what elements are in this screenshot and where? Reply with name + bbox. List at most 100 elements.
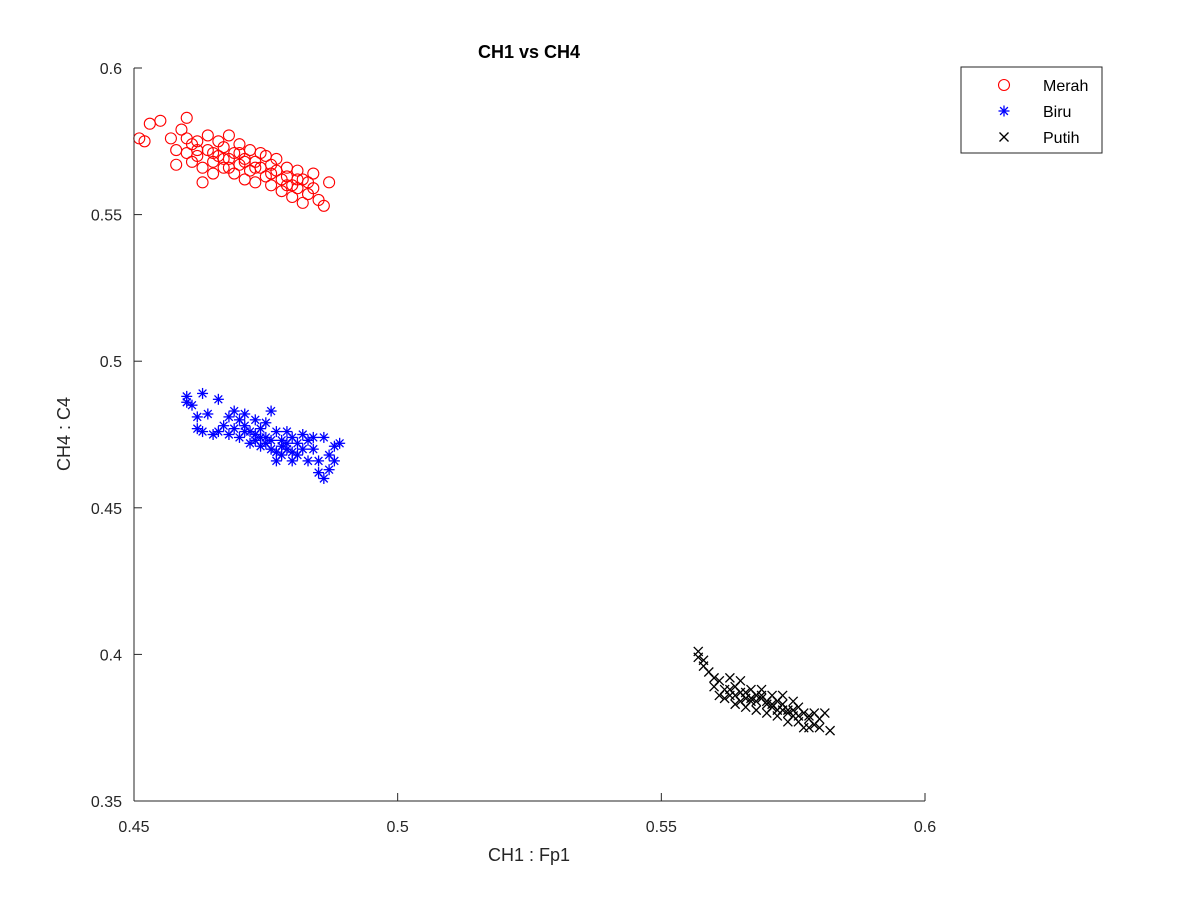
data-point xyxy=(793,711,804,721)
data-point xyxy=(249,434,261,446)
data-point xyxy=(217,152,230,165)
data-point xyxy=(307,182,320,195)
data-point xyxy=(307,443,319,455)
data-point xyxy=(270,446,282,458)
data-point xyxy=(313,455,325,467)
y-tick-label: 0.5 xyxy=(100,354,122,371)
data-point xyxy=(191,423,203,435)
data-point xyxy=(735,696,746,707)
legend-label-merah: Merah xyxy=(1043,78,1088,95)
data-point xyxy=(191,411,203,423)
x-tick-label: 0.5 xyxy=(387,819,409,836)
x-tick-label: 0.6 xyxy=(914,819,936,836)
data-point xyxy=(693,652,704,663)
data-point xyxy=(222,129,235,142)
data-point xyxy=(217,161,230,174)
data-point xyxy=(218,420,230,432)
data-point xyxy=(186,399,198,411)
x-axis-ticks: 0.45 0.5 0.55 0.6 xyxy=(118,793,936,836)
legend-label-putih: Putih xyxy=(1043,130,1079,147)
series-merah xyxy=(133,111,336,212)
data-point xyxy=(270,152,283,165)
data-point xyxy=(270,426,282,438)
data-point xyxy=(323,176,336,189)
data-point xyxy=(746,693,756,704)
data-point xyxy=(724,684,735,695)
data-point xyxy=(735,675,746,686)
data-point xyxy=(281,437,293,449)
legend-symbol xyxy=(998,105,1010,117)
legend-marker-circle xyxy=(997,78,1011,92)
data-point xyxy=(286,446,298,458)
legend-marker-asterisk xyxy=(998,105,1010,117)
data-point xyxy=(249,414,261,426)
data-point xyxy=(197,426,209,438)
data-point xyxy=(317,199,330,212)
data-point xyxy=(265,167,278,180)
data-point xyxy=(170,158,183,171)
data-point xyxy=(175,123,188,136)
legend-symbol xyxy=(997,78,1011,92)
data-point xyxy=(212,426,224,438)
data-point xyxy=(777,690,788,701)
legend: Merah Biru Putih xyxy=(960,66,1103,154)
data-point xyxy=(819,708,830,718)
data-point xyxy=(804,711,814,721)
data-point xyxy=(164,132,177,145)
data-point xyxy=(291,173,304,186)
data-point xyxy=(228,405,240,417)
series-putih xyxy=(693,646,836,736)
data-point xyxy=(154,114,167,127)
data-point xyxy=(197,387,209,399)
data-point xyxy=(238,155,251,168)
legend-label-biru: Biru xyxy=(1043,104,1071,121)
y-tick-label: 0.6 xyxy=(100,61,122,78)
data-point xyxy=(719,693,730,704)
data-point xyxy=(809,719,820,730)
plot-area: 0.45 0.5 0.55 0.6 0.35 0.4 0.45 0.5 0.55 0.6 xyxy=(91,61,936,836)
data-point xyxy=(730,699,741,710)
data-markers xyxy=(133,111,836,736)
y-tick-label: 0.4 xyxy=(100,647,122,664)
data-point xyxy=(307,167,320,180)
data-point xyxy=(724,672,735,683)
x-tick-label: 0.55 xyxy=(646,819,677,836)
data-point xyxy=(302,455,314,467)
data-point xyxy=(228,146,241,160)
data-point xyxy=(196,176,209,189)
data-point xyxy=(260,417,272,429)
legend-symbol xyxy=(999,132,1009,142)
data-point xyxy=(233,146,246,160)
data-point xyxy=(249,161,262,174)
data-point xyxy=(207,167,220,180)
legend-item-putih: Putih xyxy=(999,130,1079,147)
data-point xyxy=(265,405,277,417)
data-point xyxy=(233,138,246,151)
data-point xyxy=(228,423,240,435)
data-point xyxy=(751,705,762,716)
data-point xyxy=(265,179,278,192)
data-point xyxy=(191,144,204,157)
legend-item-merah: Merah xyxy=(997,78,1088,95)
data-point xyxy=(239,426,251,438)
data-point xyxy=(825,725,836,736)
data-point xyxy=(207,146,220,160)
data-point xyxy=(286,190,299,204)
data-point xyxy=(191,135,204,148)
data-point xyxy=(709,672,720,683)
data-point xyxy=(217,141,230,154)
y-tick-label: 0.45 xyxy=(91,501,122,518)
data-point xyxy=(804,722,814,733)
data-point xyxy=(714,675,725,686)
data-point xyxy=(756,690,767,701)
data-point xyxy=(180,111,193,124)
x-tick-label: 0.45 xyxy=(118,819,149,836)
data-point xyxy=(260,437,272,449)
data-point xyxy=(138,135,151,148)
x-axis-label: CH1 : Fp1 xyxy=(488,845,570,865)
data-point xyxy=(297,443,309,455)
data-point xyxy=(212,393,224,405)
data-point xyxy=(334,437,346,449)
data-point xyxy=(296,196,309,209)
